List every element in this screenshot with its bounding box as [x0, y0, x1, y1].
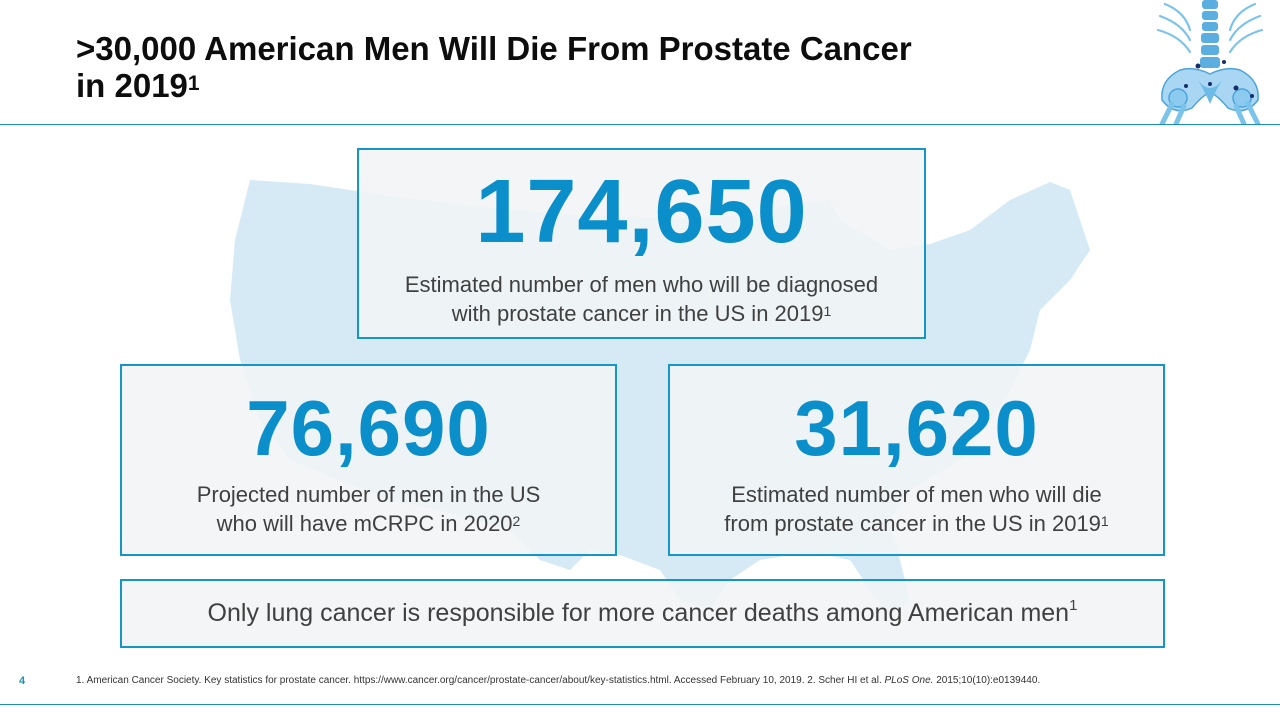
page-number: 4 — [19, 675, 26, 687]
slide-title: >30,000 American Men Will Die From Prost… — [76, 30, 1076, 104]
title-line-1: >30,000 American Men Will Die From Prost… — [76, 30, 912, 67]
stat-superscript: 1 — [1100, 513, 1109, 529]
callout-text: Only lung cancer is responsible for more… — [207, 597, 1078, 628]
stat-description-line-2: from prostate cancer in the US in 2019 — [724, 511, 1101, 536]
stat-description-line-1: Estimated number of men who will be diag… — [404, 272, 879, 297]
callout-text-body: Only lung cancer is responsible for more… — [207, 599, 1070, 627]
title-line-2: in 2019 — [76, 67, 188, 104]
footnote-part-2: 2015;10(10):e0139440. — [933, 675, 1041, 686]
stat-description-mcrpc: Projected number of men in the US who wil… — [122, 480, 615, 538]
references-footnote: 1. American Cancer Society. Key statisti… — [76, 675, 1040, 686]
footnote-part-1: 1. American Cancer Society. Key statisti… — [76, 675, 885, 686]
stat-box-mcrpc: 76,690 Projected number of men in the US… — [120, 364, 617, 556]
stat-value-diagnosed: 174,650 — [475, 162, 808, 262]
stat-value-deaths: 31,620 — [794, 384, 1039, 472]
stat-box-diagnosed: 174,650 Estimated number of men who will… — [357, 148, 926, 339]
title-superscript: 1 — [187, 72, 200, 95]
stat-description-line-2: who will have mCRPC in 2020 — [216, 511, 513, 536]
stat-description-deaths: Estimated number of men who will die from… — [670, 480, 1163, 538]
stat-description-diagnosed: Estimated number of men who will be diag… — [359, 270, 924, 328]
header-divider — [0, 124, 1280, 125]
skeleton-pelvis-image — [1156, 0, 1264, 124]
stat-description-line-1: Projected number of men in the US — [196, 482, 541, 507]
callout-superscript: 1 — [1069, 597, 1078, 614]
stat-box-deaths: 31,620 Estimated number of men who will … — [668, 364, 1165, 556]
slide-header: >30,000 American Men Will Die From Prost… — [0, 0, 1280, 124]
footnote-journal: PLoS One. — [884, 675, 934, 686]
stat-superscript: 1 — [823, 303, 832, 319]
stat-superscript: 2 — [512, 513, 521, 529]
stat-description-line-1: Estimated number of men who will die — [731, 482, 1102, 507]
stat-description-line-2: with prostate cancer in the US in 2019 — [451, 301, 824, 326]
stat-value-mcrpc: 76,690 — [246, 384, 491, 472]
lung-cancer-callout: Only lung cancer is responsible for more… — [120, 579, 1165, 648]
footer-divider — [0, 704, 1280, 705]
